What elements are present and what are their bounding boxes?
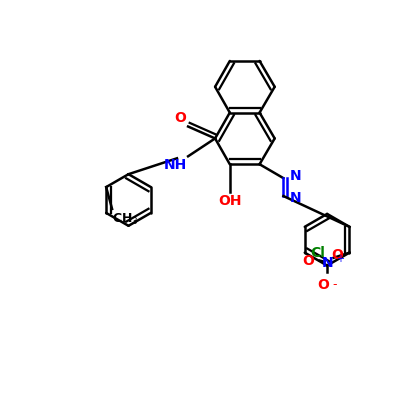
Text: -: - (332, 278, 337, 291)
Text: Cl: Cl (311, 246, 326, 260)
Text: O: O (174, 110, 186, 124)
Text: +: + (336, 254, 344, 264)
Text: O: O (318, 278, 330, 292)
Text: N: N (289, 191, 301, 205)
Text: NH: NH (164, 158, 187, 172)
Text: CH$_3$: CH$_3$ (112, 212, 139, 227)
Text: OH: OH (218, 194, 242, 208)
Text: N: N (289, 169, 301, 183)
Text: O: O (332, 248, 344, 262)
Text: O: O (302, 254, 314, 268)
Text: N: N (322, 256, 334, 270)
